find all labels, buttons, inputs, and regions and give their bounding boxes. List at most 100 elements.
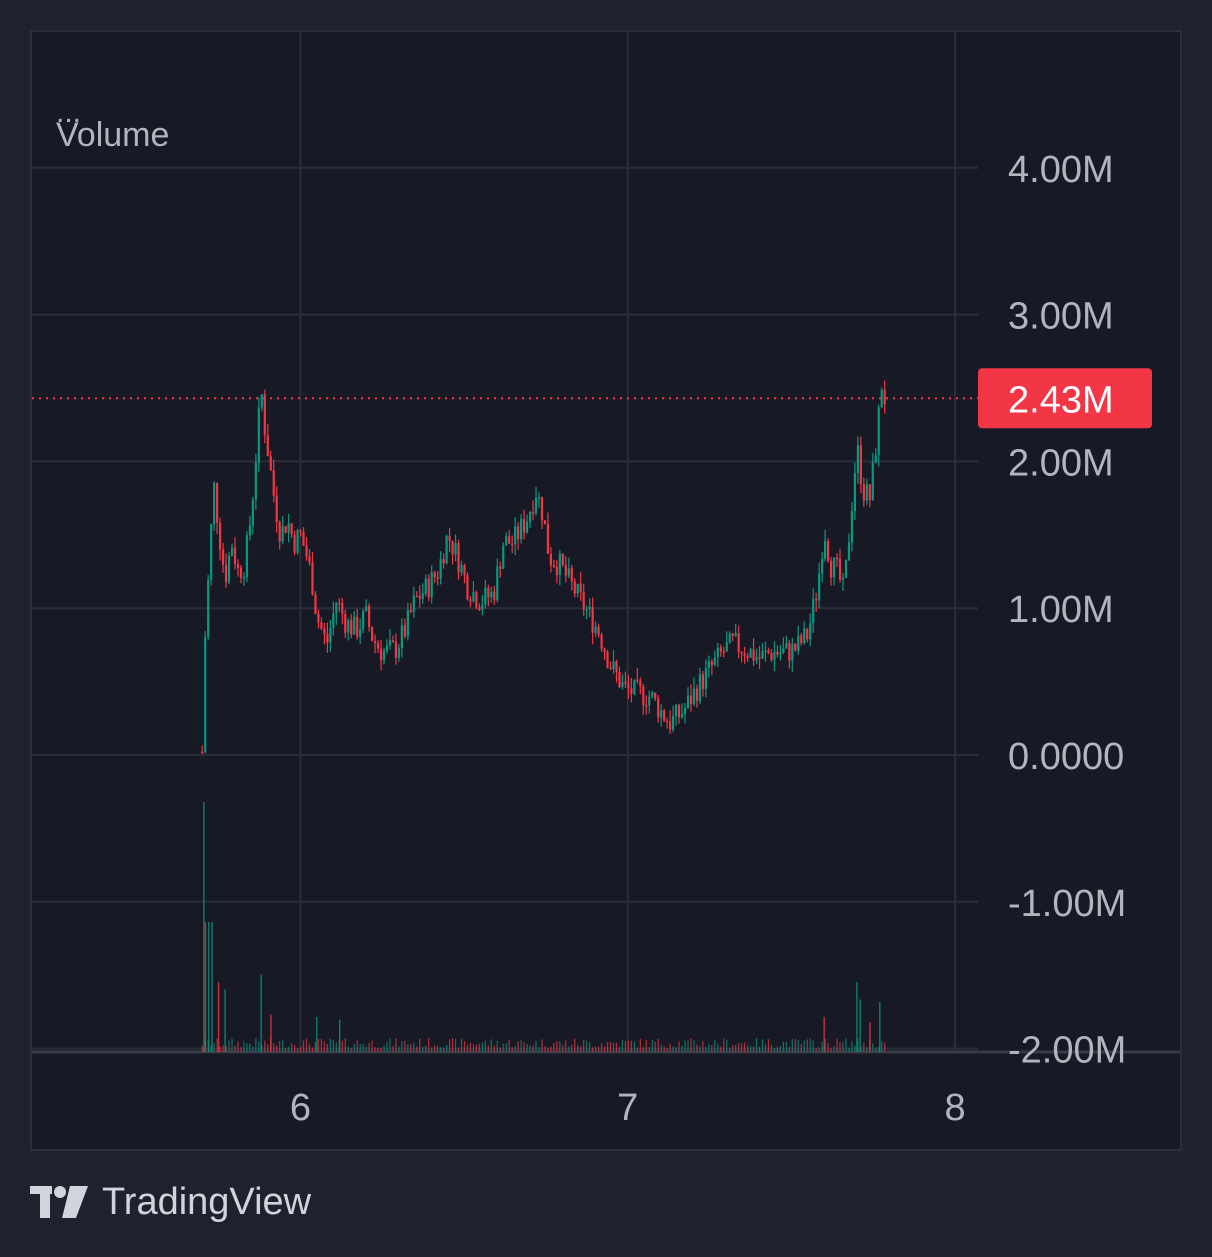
volume-bar bbox=[240, 1047, 242, 1052]
volume-bar bbox=[475, 1044, 478, 1052]
volume-bar bbox=[559, 1041, 561, 1052]
candle-body bbox=[275, 495, 278, 522]
volume-bar bbox=[469, 1042, 472, 1052]
candle-body bbox=[555, 566, 558, 575]
volume-bar bbox=[338, 1019, 341, 1052]
legend-more-icon[interactable]: ... bbox=[56, 96, 82, 129]
volume-bar bbox=[231, 1038, 233, 1052]
candle-body bbox=[400, 625, 403, 649]
volume-bar bbox=[856, 982, 858, 1052]
candle-body bbox=[278, 521, 281, 542]
candle-body bbox=[341, 603, 344, 614]
candle-body bbox=[502, 545, 505, 569]
volume-bar bbox=[538, 1047, 540, 1052]
candlestick-chart[interactable]: 6 7 8 4.00M 3.00M 2.00M 1.00M 0.0000 -1.00M -2.00… bbox=[32, 32, 1180, 1149]
volume-bar bbox=[511, 1047, 513, 1052]
volume-bar bbox=[821, 1041, 823, 1052]
candle-body bbox=[350, 620, 353, 635]
candle-body bbox=[803, 628, 806, 644]
candle-body bbox=[642, 686, 645, 706]
candle-body bbox=[829, 560, 833, 578]
y-tick-label: 2.00M bbox=[1008, 442, 1114, 484]
candle-body bbox=[832, 557, 836, 578]
candle-body bbox=[627, 683, 630, 689]
volume-bar bbox=[879, 1002, 881, 1052]
candle-body bbox=[302, 532, 305, 546]
volume-bar bbox=[359, 1044, 361, 1052]
volume-bar bbox=[472, 1044, 475, 1052]
candle-body bbox=[511, 543, 514, 546]
volume-bar bbox=[490, 1039, 492, 1052]
volume-bar bbox=[374, 1046, 376, 1052]
candle-body bbox=[213, 483, 216, 525]
candle-body bbox=[436, 577, 439, 579]
legend-volume-label[interactable]: Volume bbox=[56, 116, 170, 154]
candle-body bbox=[210, 524, 213, 580]
volume-bar bbox=[282, 1039, 284, 1052]
chart-panel[interactable]: 6 7 8 4.00M 3.00M 2.00M 1.00M 0.0000 -1.00M -2.00… bbox=[30, 30, 1182, 1151]
volume-bar bbox=[224, 989, 226, 1052]
volume-bar bbox=[208, 922, 210, 1052]
volume-bar bbox=[755, 1038, 758, 1052]
candle-body bbox=[648, 696, 651, 706]
candle-body bbox=[862, 484, 865, 501]
volume-bar bbox=[302, 1040, 305, 1052]
candle-body bbox=[281, 526, 284, 542]
candle-body bbox=[615, 661, 618, 672]
tradingview-branding[interactable]: TradingView bbox=[30, 1178, 311, 1226]
volume-bar bbox=[687, 1040, 689, 1052]
candle-body bbox=[344, 613, 347, 633]
volume-bar bbox=[636, 1047, 638, 1052]
candle-body bbox=[773, 651, 776, 660]
volume-bar bbox=[779, 1046, 781, 1052]
candle-body bbox=[457, 543, 460, 573]
candle-body bbox=[850, 511, 854, 543]
candle-body bbox=[290, 523, 293, 535]
candle-body bbox=[472, 592, 475, 602]
last-price-badge bbox=[978, 368, 1152, 429]
candle-body bbox=[469, 599, 472, 602]
volume-bar bbox=[448, 1039, 451, 1052]
candle-body bbox=[764, 650, 767, 652]
candle-body bbox=[603, 648, 606, 653]
candle-body bbox=[844, 559, 848, 578]
volume-bar bbox=[380, 1047, 382, 1052]
volume-bar bbox=[311, 1047, 314, 1052]
volume-bar bbox=[794, 1038, 796, 1052]
volume-bar bbox=[478, 1043, 480, 1052]
volume-bar bbox=[335, 1042, 337, 1052]
volume-bar bbox=[296, 1047, 299, 1052]
candle-body bbox=[528, 512, 532, 522]
candle-body bbox=[451, 540, 454, 555]
volume-bar bbox=[690, 1038, 692, 1052]
volume-bar bbox=[645, 1039, 647, 1052]
candle-body bbox=[821, 558, 824, 574]
candle-body bbox=[791, 643, 794, 661]
candle-body bbox=[657, 698, 660, 718]
candle-body bbox=[493, 591, 496, 601]
candle-body bbox=[597, 626, 600, 635]
volume-bar bbox=[520, 1040, 522, 1052]
volume-bar bbox=[505, 1043, 507, 1052]
volume-bar bbox=[392, 1045, 394, 1052]
volume-bar bbox=[466, 1044, 469, 1052]
candle-body bbox=[698, 674, 702, 701]
volume-bar bbox=[326, 1043, 328, 1052]
candle-body bbox=[669, 721, 672, 730]
volume-bar bbox=[800, 1043, 802, 1052]
candle-body bbox=[672, 716, 675, 730]
candle-body bbox=[752, 649, 755, 661]
candle-body bbox=[749, 649, 752, 658]
volume-bar bbox=[568, 1046, 570, 1052]
volume-bar bbox=[878, 1046, 880, 1052]
volume-bar bbox=[371, 1040, 373, 1052]
volume-bar bbox=[672, 1046, 674, 1052]
volume-bar bbox=[332, 1039, 334, 1052]
volume-bar bbox=[457, 1047, 460, 1052]
volume-bar bbox=[285, 1047, 287, 1052]
candle-body bbox=[230, 547, 234, 556]
volume-bar bbox=[532, 1045, 534, 1052]
volume-bar bbox=[356, 1040, 358, 1052]
candle-body bbox=[347, 620, 350, 633]
candle-body bbox=[573, 581, 576, 594]
